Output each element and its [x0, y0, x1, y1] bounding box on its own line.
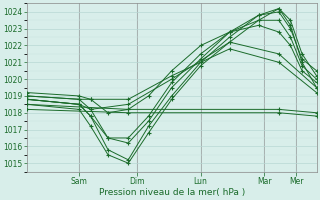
X-axis label: Pression niveau de la mer( hPa ): Pression niveau de la mer( hPa )	[99, 188, 245, 197]
